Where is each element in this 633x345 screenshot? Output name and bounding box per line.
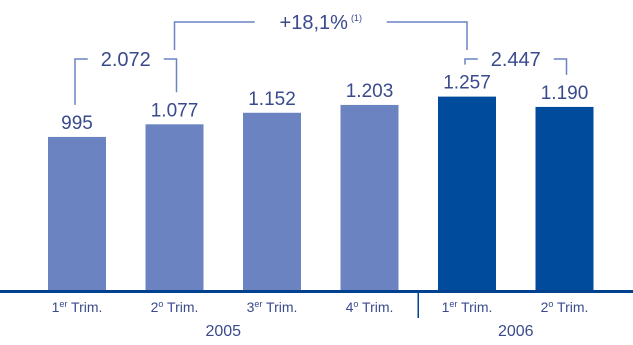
x-axis-line bbox=[0, 290, 633, 293]
bar-5 bbox=[438, 96, 496, 290]
tick-label-4: 4o Trim. bbox=[346, 299, 394, 315]
bracket-2005-total-label: 2.072 bbox=[101, 49, 151, 71]
bracket-2006-total-label: 2.447 bbox=[491, 49, 541, 71]
data-label-3: 1.152 bbox=[248, 89, 296, 110]
bar-4 bbox=[340, 104, 399, 290]
data-label-4: 1.203 bbox=[346, 81, 394, 102]
data-label-5: 1.257 bbox=[443, 73, 491, 94]
tick-label-3: 3er Trim. bbox=[247, 299, 298, 315]
bar-1 bbox=[48, 136, 106, 290]
tick-label-2: 2o Trim. bbox=[151, 299, 199, 315]
bracket-growth-right bbox=[386, 21, 468, 50]
bar-3 bbox=[243, 112, 301, 291]
tick-label-5: 1er Trim. bbox=[442, 299, 493, 315]
data-label-2: 1.077 bbox=[151, 100, 199, 121]
bracket-2005-total-left bbox=[74, 58, 88, 105]
data-label-6: 1.190 bbox=[541, 83, 589, 104]
tick-label-6: 2o Trim. bbox=[541, 299, 589, 315]
growth-label: +18,1% (1) bbox=[280, 12, 362, 34]
data-label-1: 995 bbox=[61, 113, 93, 134]
bracket-2006-total-left bbox=[464, 58, 478, 65]
bracket-2006-total-right bbox=[553, 58, 568, 75]
group-label-2005: 2005 bbox=[205, 323, 241, 340]
group-label-2006: 2006 bbox=[498, 323, 534, 340]
bracket-2005-total-right bbox=[163, 58, 178, 93]
tick-label-1: 1er Trim. bbox=[52, 299, 103, 315]
bar-2 bbox=[145, 124, 204, 290]
bracket-growth-left bbox=[173, 21, 255, 50]
bar-6 bbox=[535, 106, 594, 290]
